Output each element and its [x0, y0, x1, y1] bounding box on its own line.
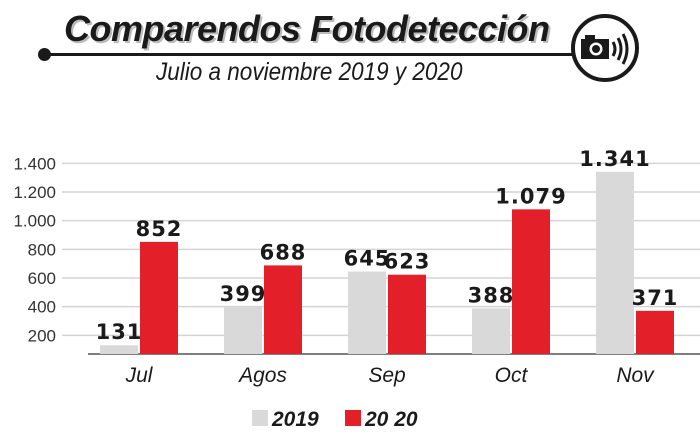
x-tick-label: Nov	[616, 364, 655, 387]
x-axis-ticks: Jul Agos Sep Oct Nov	[125, 364, 656, 387]
data-label: 852	[136, 217, 183, 241]
bar-2019-oct	[472, 308, 510, 354]
bar-2020-sep	[388, 274, 426, 354]
y-tick-label: 1.200	[13, 183, 56, 202]
camera-glyph	[581, 33, 629, 65]
y-tick-label: 400	[28, 298, 56, 317]
y-tick-label: 200	[28, 326, 56, 345]
chart-subtitle: Julio a noviembre 2019 y 2020	[156, 58, 463, 86]
bar-2020-jul	[140, 241, 178, 354]
bar-2019-agos	[224, 306, 262, 354]
data-label: 131	[96, 320, 143, 344]
legend-swatch-2020	[345, 410, 361, 426]
data-label: 623	[384, 250, 431, 274]
speed-camera-icon	[571, 14, 639, 82]
data-label: 1.079	[495, 184, 566, 208]
title-underline	[42, 53, 574, 56]
x-tick-label: Sep	[368, 364, 405, 387]
x-tick-label: Oct	[495, 364, 529, 387]
chart-title: Comparendos Fotodetección	[64, 8, 550, 49]
y-axis-ticks: 200 400 600 800 1.000 1.200 1.400	[13, 154, 56, 345]
data-label: 1.341	[579, 147, 650, 171]
legend-label-2020: 20 20	[364, 408, 418, 431]
data-label: 645	[344, 247, 391, 271]
data-label: 371	[632, 286, 679, 310]
legend-label-2019: 2019	[271, 408, 319, 431]
y-tick-label: 1.000	[13, 212, 56, 231]
data-label: 688	[260, 240, 307, 264]
legend: 2019 20 20	[252, 408, 418, 431]
y-tick-label: 600	[28, 269, 56, 288]
bar-2019-sep	[348, 271, 386, 354]
bar-2020-oct	[512, 209, 550, 354]
data-label: 388	[468, 283, 515, 307]
bar-2019-jul	[100, 345, 138, 354]
x-tick-label: Jul	[125, 364, 154, 387]
data-label: 399	[220, 282, 267, 306]
bar-2020-agos	[264, 265, 302, 354]
bar-2020-nov	[636, 310, 674, 354]
y-tick-label: 1.400	[13, 154, 56, 173]
x-tick-label: Agos	[237, 364, 287, 387]
legend-swatch-2019	[252, 410, 268, 426]
bars	[100, 171, 674, 354]
y-tick-label: 800	[28, 240, 56, 259]
bar-2019-nov	[596, 171, 634, 354]
